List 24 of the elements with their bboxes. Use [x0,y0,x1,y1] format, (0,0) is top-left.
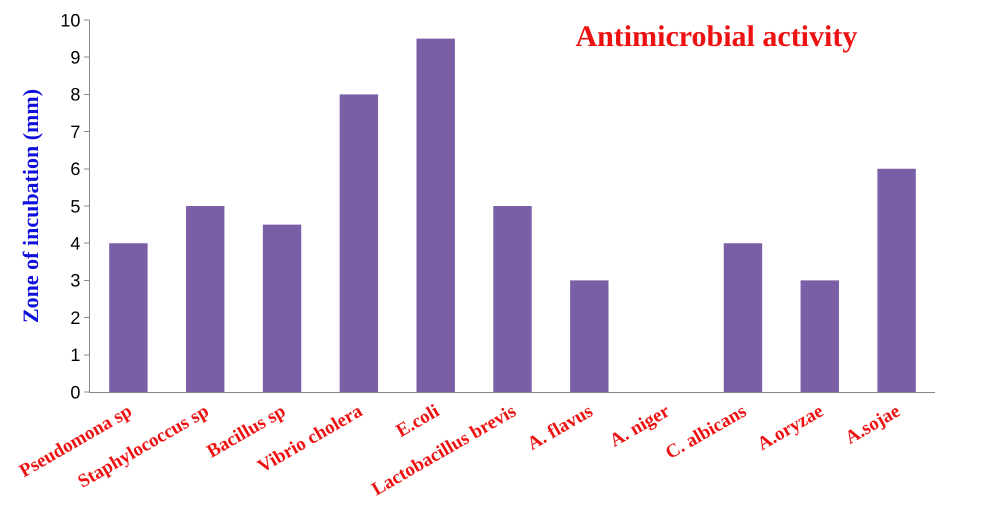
y-tick-label: 9 [70,48,80,68]
y-tick-label: 8 [70,84,80,105]
y-tick-label: 4 [70,234,80,254]
y-tick-label: 0 [70,382,80,402]
bar [724,243,762,392]
y-tick-label: 2 [70,308,80,328]
y-tick-label: 5 [70,196,80,216]
bar [186,206,224,392]
y-tick-label: 3 [70,270,80,291]
bar [877,168,916,392]
bar [570,280,609,392]
y-tick-label: 10 [60,10,80,30]
bar [262,224,302,392]
bar [800,280,839,392]
x-tick-label: A. flavus [524,400,597,455]
y-axis-title: Zone of incubation (mm) [18,88,44,324]
bar [340,94,378,392]
bar [416,38,455,392]
y-tick-label: 7 [70,122,80,142]
chart-title: Antimicrobial activity [575,20,858,54]
y-tick-label: 1 [70,345,80,366]
bar [109,243,148,392]
bar [493,206,532,392]
y-tick-label: 6 [70,159,80,180]
